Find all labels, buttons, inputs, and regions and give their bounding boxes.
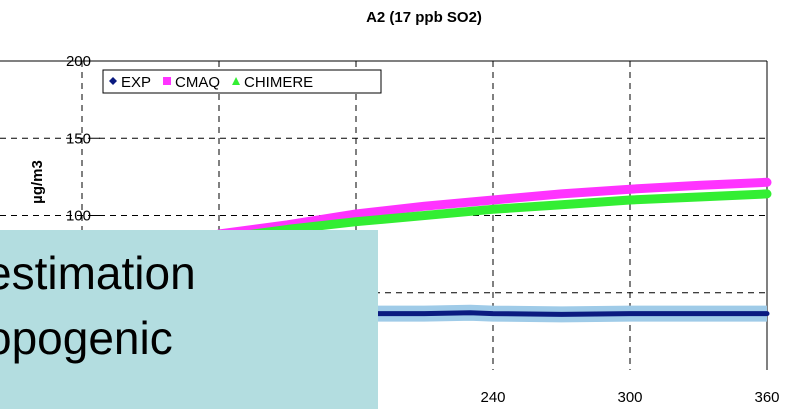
series-line-chimere [214, 189, 772, 244]
text-overlay-box: estimation opogenic [0, 230, 378, 409]
y-tick-label: 100 [66, 208, 91, 225]
x-tick-label: 360 [754, 389, 779, 406]
chart-title: A2 (17 ppb SO2) [366, 9, 482, 26]
y-axis-label: µg/m3 [29, 160, 46, 204]
legend-marker-cmaq [163, 77, 172, 85]
overlay-line-1: estimation [0, 247, 196, 299]
series-line-cmaq [214, 177, 772, 239]
legend-label-cmaq: CMAQ [175, 74, 220, 91]
legend-marker-exp [109, 77, 117, 85]
y-tick-labels: 100 150 200 [66, 53, 91, 225]
legend-label-exp: EXP [121, 74, 151, 91]
legend: EXP CMAQ CHIMERE [102, 69, 382, 94]
y-tick-label: 150 [66, 130, 91, 147]
x-tick-label: 240 [480, 389, 505, 406]
overlay-line-2: opogenic [0, 312, 173, 364]
legend-label-chimere: CHIMERE [244, 74, 313, 91]
x-tick-label: 300 [617, 389, 642, 406]
legend-marker-chimere [232, 77, 241, 85]
y-tick-label: 200 [66, 53, 91, 70]
x-tick-labels: 180240300360 [343, 389, 779, 406]
legend-box [102, 69, 382, 94]
